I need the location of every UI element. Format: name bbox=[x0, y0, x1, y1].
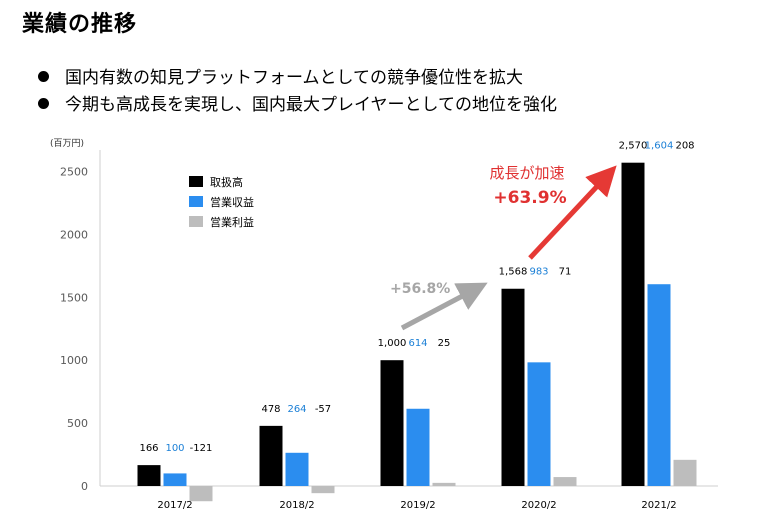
bullet-list: 国内有数の知見プラットフォームとしての競争優位性を拡大 今期も高成長を実現し、国… bbox=[38, 62, 557, 116]
bullet-text: 国内有数の知見プラットフォームとしての競争優位性を拡大 bbox=[65, 68, 523, 88]
data-label: 264 bbox=[287, 404, 306, 415]
bar bbox=[285, 452, 309, 486]
bar bbox=[432, 482, 456, 486]
bar bbox=[189, 486, 213, 502]
y-unit-label: (百万円) bbox=[50, 138, 84, 149]
bar bbox=[311, 486, 335, 494]
legend-label: 取扱高 bbox=[210, 175, 243, 189]
bar bbox=[501, 288, 525, 486]
bar bbox=[621, 162, 645, 486]
growth-arrow-gray bbox=[400, 282, 488, 331]
data-label: 983 bbox=[529, 267, 548, 278]
data-label: 71 bbox=[559, 267, 572, 278]
bar bbox=[406, 408, 430, 486]
data-label: 614 bbox=[408, 338, 427, 349]
data-label: 100 bbox=[165, 443, 184, 454]
y-tick-label: 2500 bbox=[60, 166, 88, 179]
growth-annotation: +56.8% bbox=[390, 281, 450, 297]
data-label: -57 bbox=[315, 404, 331, 415]
bullet-item: 今期も高成長を実現し、国内最大プレイヤーとしての地位を強化 bbox=[38, 89, 557, 116]
bar bbox=[137, 465, 161, 486]
bullet-text: 今期も高成長を実現し、国内最大プレイヤーとしての地位を強化 bbox=[65, 95, 557, 115]
bullet-dot-icon bbox=[38, 97, 49, 109]
y-tick-label: 2000 bbox=[60, 228, 88, 241]
growth-arrow-red bbox=[528, 165, 617, 260]
bullet-item: 国内有数の知見プラットフォームとしての競争優位性を拡大 bbox=[38, 62, 557, 89]
data-label: 2,570 bbox=[619, 141, 648, 152]
bar bbox=[259, 425, 283, 486]
legend-swatch bbox=[189, 196, 203, 207]
bar bbox=[553, 477, 577, 486]
growth-rate-label: +63.9% bbox=[493, 188, 566, 208]
data-label: 1,604 bbox=[645, 141, 674, 152]
bar bbox=[673, 459, 697, 486]
x-tick-label: 2017/2 bbox=[157, 500, 192, 511]
growth-accel-label: 成長が加速 bbox=[489, 164, 564, 182]
bar bbox=[527, 362, 551, 486]
legend-label: 営業利益 bbox=[210, 215, 254, 229]
x-tick-label: 2020/2 bbox=[521, 500, 556, 511]
data-label: 208 bbox=[675, 141, 694, 152]
page-title: 業績の推移 bbox=[22, 12, 138, 37]
bar bbox=[163, 473, 187, 486]
data-label: 166 bbox=[139, 443, 158, 454]
data-label: 1,568 bbox=[499, 267, 528, 278]
bar bbox=[647, 284, 671, 486]
data-label: -121 bbox=[190, 443, 213, 454]
legend-label: 営業収益 bbox=[210, 195, 254, 209]
y-tick-label: 500 bbox=[67, 417, 88, 430]
data-label: 478 bbox=[261, 404, 280, 415]
data-label: 25 bbox=[438, 338, 451, 349]
y-tick-label: 1000 bbox=[60, 354, 88, 367]
x-tick-label: 2019/2 bbox=[400, 500, 435, 511]
bullet-dot-icon bbox=[38, 70, 49, 82]
y-tick-label: 0 bbox=[81, 480, 88, 493]
data-label: 1,000 bbox=[378, 338, 407, 349]
y-tick-label: 1500 bbox=[60, 291, 88, 304]
legend-swatch bbox=[189, 216, 203, 227]
x-tick-label: 2018/2 bbox=[279, 500, 314, 511]
x-tick-label: 2021/2 bbox=[641, 500, 676, 511]
bar bbox=[380, 360, 404, 486]
legend-swatch bbox=[189, 176, 203, 187]
